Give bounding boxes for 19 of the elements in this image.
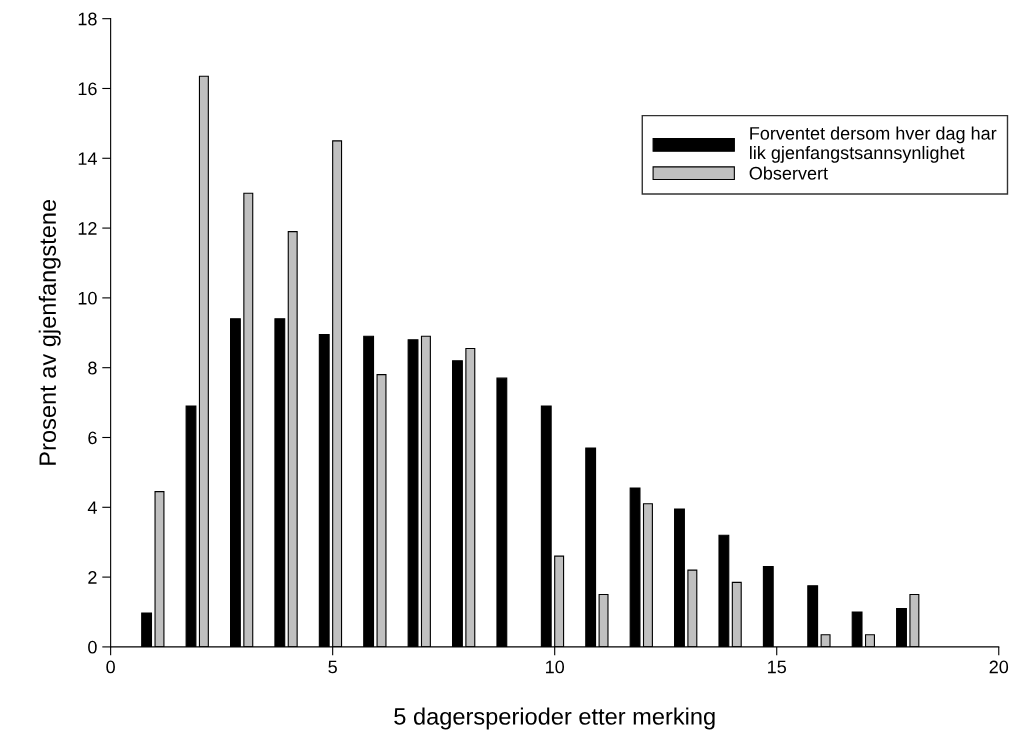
y-tick-label: 10 bbox=[78, 291, 97, 305]
x-axis-title: 5 dagersperioder etter merking bbox=[394, 707, 715, 730]
y-tick-label: 12 bbox=[78, 222, 97, 235]
y-tick-label: 0 bbox=[88, 640, 97, 654]
x-tick-label: 10 bbox=[546, 660, 565, 674]
y-axis-title: Prosent av gjenfangstene bbox=[38, 199, 61, 465]
x-tick-label: 5 bbox=[328, 660, 337, 674]
x-tick-label: 20 bbox=[989, 660, 1009, 674]
legend-label: Observert bbox=[749, 166, 828, 180]
y-tick-label: 14 bbox=[78, 152, 97, 165]
y-tick-label: 16 bbox=[78, 82, 97, 96]
x-tick-label: 0 bbox=[106, 660, 115, 674]
y-tick-label: 2 bbox=[88, 571, 97, 584]
y-tick-label: 8 bbox=[88, 361, 97, 375]
legend-label: Forventet dersom hver dag har lik gjenfangstsannsynlighet bbox=[750, 126, 997, 163]
y-tick-label: 4 bbox=[87, 501, 97, 514]
y-tick-label: 6 bbox=[88, 431, 97, 445]
x-tick-label: 15 bbox=[768, 660, 787, 674]
y-tick-label: 18 bbox=[78, 12, 97, 26]
